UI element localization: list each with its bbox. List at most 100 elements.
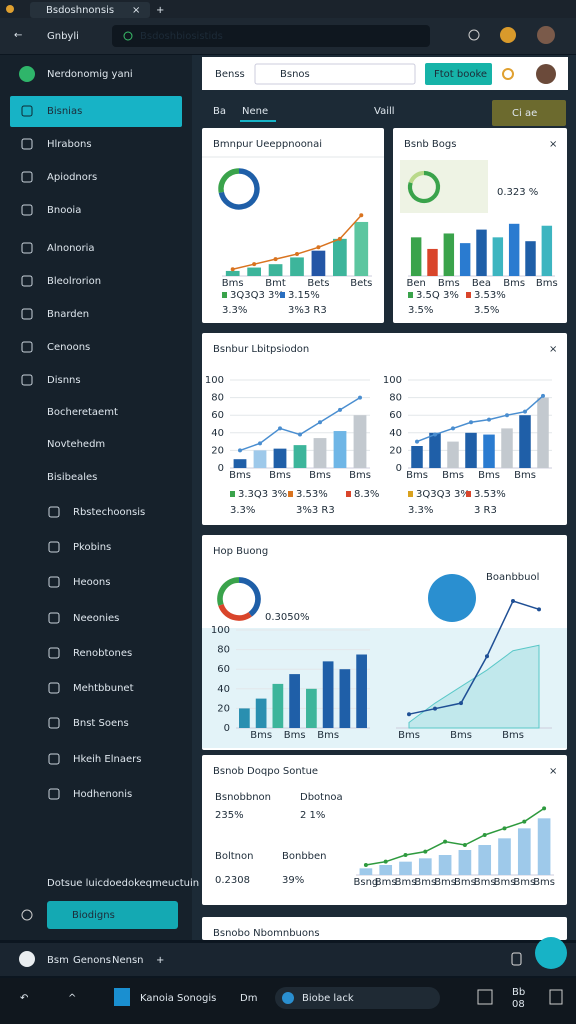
user[interactable] bbox=[536, 64, 556, 84]
x-tick-label: Bms bbox=[269, 470, 291, 481]
tab[interactable]: Nene bbox=[242, 106, 268, 117]
x-tick-label: Bms bbox=[478, 470, 500, 481]
stat: 3.15% bbox=[288, 290, 320, 301]
x-tick-label: Bsng bbox=[354, 877, 379, 888]
nav-item[interactable]: Bisnias bbox=[47, 106, 82, 117]
nav-item[interactable]: Heoons bbox=[73, 577, 110, 588]
tray2[interactable] bbox=[549, 989, 563, 1005]
bar bbox=[239, 708, 250, 728]
nav-item[interactable]: Bleolrorion bbox=[47, 276, 101, 287]
sidebar-button[interactable] bbox=[47, 901, 178, 929]
address-field[interactable] bbox=[112, 25, 430, 47]
nav-item[interactable]: Alnonoria bbox=[47, 243, 95, 254]
back[interactable]: ← bbox=[14, 30, 22, 41]
panel bbox=[202, 755, 567, 905]
footer-item[interactable]: Nensn bbox=[112, 955, 144, 966]
item-icon bbox=[21, 374, 33, 386]
add[interactable]: + bbox=[156, 955, 164, 966]
line-point bbox=[459, 701, 463, 706]
nav-item[interactable]: Hkeih Elnaers bbox=[73, 754, 141, 765]
header-label: Benss bbox=[215, 69, 245, 80]
nav-item[interactable]: Bnooia bbox=[47, 205, 81, 216]
item-icon bbox=[21, 171, 33, 183]
nav-item[interactable]: Bnarden bbox=[47, 309, 89, 320]
avatar[interactable] bbox=[500, 27, 516, 43]
note: 3.5% bbox=[408, 305, 433, 316]
task-search-icon bbox=[282, 992, 294, 1004]
fab[interactable] bbox=[535, 937, 567, 969]
note: 3%3 R3 bbox=[288, 305, 327, 316]
sidebar-footer: Dotsue luicdoedokeqmeuctuin bbox=[47, 878, 199, 889]
tab-button[interactable] bbox=[492, 100, 566, 126]
nav-item[interactable]: Apiodnors bbox=[47, 172, 97, 183]
tab[interactable]: Vaill bbox=[374, 106, 395, 117]
task-search[interactable] bbox=[275, 987, 440, 1009]
item-icon bbox=[21, 275, 33, 287]
item-icon bbox=[48, 576, 60, 588]
task-back[interactable]: ↶ bbox=[20, 993, 28, 1004]
nav-item[interactable]: Novtehedm bbox=[47, 439, 105, 450]
nav-item[interactable]: Pkobins bbox=[73, 542, 111, 553]
stat-swatch bbox=[466, 292, 471, 298]
active-item[interactable] bbox=[10, 96, 182, 127]
tab[interactable] bbox=[30, 2, 150, 18]
x-tick-label: Bets bbox=[350, 278, 372, 289]
y-tick-label: 60 bbox=[211, 410, 224, 421]
task-up[interactable]: ^ bbox=[68, 993, 76, 1004]
ext[interactable] bbox=[468, 29, 480, 41]
tray[interactable] bbox=[477, 989, 493, 1005]
line bbox=[365, 807, 545, 866]
header-button[interactable] bbox=[425, 63, 492, 85]
x-tick-label: Bms bbox=[309, 470, 331, 481]
close[interactable]: × bbox=[549, 139, 557, 150]
nav-item[interactable]: Mehtbbunet bbox=[73, 683, 134, 694]
y-tick-label: 40 bbox=[217, 684, 230, 695]
close[interactable]: × bbox=[549, 344, 557, 355]
bar bbox=[353, 415, 367, 468]
item-icon bbox=[21, 105, 33, 117]
y-tick-label: 80 bbox=[217, 645, 230, 656]
new-tab[interactable]: + bbox=[156, 5, 164, 16]
y-tick-label: 80 bbox=[389, 393, 402, 404]
nav-item[interactable]: Rbstechoonsis bbox=[73, 507, 145, 518]
x-tick-label: Bms bbox=[317, 730, 339, 741]
nav-item[interactable]: Renobtones bbox=[73, 648, 132, 659]
search[interactable] bbox=[254, 63, 416, 85]
nav-item[interactable]: Bocheretaemt bbox=[47, 407, 118, 418]
close-tab[interactable]: × bbox=[132, 5, 140, 16]
avatar2[interactable] bbox=[537, 26, 555, 44]
nav-item[interactable]: Hlrabons bbox=[47, 139, 92, 150]
nav-item[interactable]: Bnst Soens bbox=[73, 718, 129, 729]
line-point bbox=[505, 413, 509, 418]
app-icon[interactable] bbox=[114, 988, 130, 1006]
x-tick-label: Bmt bbox=[265, 278, 286, 289]
bar bbox=[311, 250, 326, 276]
nav-item[interactable]: Bisibeales bbox=[47, 472, 97, 483]
note: 3.3% bbox=[408, 505, 433, 516]
tab[interactable]: Ba bbox=[213, 106, 226, 117]
line-point bbox=[415, 439, 419, 444]
highlight: 0.323 % bbox=[497, 187, 538, 198]
footer-icon[interactable] bbox=[511, 952, 522, 966]
nav-item[interactable]: Cenoons bbox=[47, 342, 90, 353]
panel-title: Bsnbur Lbitpsiodon bbox=[213, 344, 309, 355]
stat: 3.53% bbox=[296, 489, 328, 500]
stat: 3.53% bbox=[474, 489, 506, 500]
line-point bbox=[541, 393, 545, 398]
note: 3 R3 bbox=[474, 505, 497, 516]
figure-value: 2 1% bbox=[300, 810, 325, 821]
y-tick-label: 100 bbox=[205, 375, 224, 386]
item-icon bbox=[21, 204, 33, 216]
bar bbox=[438, 855, 452, 875]
footer-item[interactable]: Bsm bbox=[47, 955, 69, 966]
footer-item[interactable]: Genons bbox=[73, 955, 111, 966]
x-tick-label: Bms bbox=[395, 877, 417, 888]
nav-item[interactable]: Hodhenonis bbox=[73, 789, 132, 800]
nav-item[interactable]: Disnns bbox=[47, 375, 81, 386]
stat: 8.3% bbox=[354, 489, 379, 500]
bar bbox=[255, 698, 267, 728]
nav-item[interactable]: Neeonies bbox=[73, 613, 119, 624]
close[interactable]: × bbox=[549, 766, 557, 777]
bar bbox=[273, 448, 287, 468]
x-tick-label: Bms bbox=[438, 278, 460, 289]
